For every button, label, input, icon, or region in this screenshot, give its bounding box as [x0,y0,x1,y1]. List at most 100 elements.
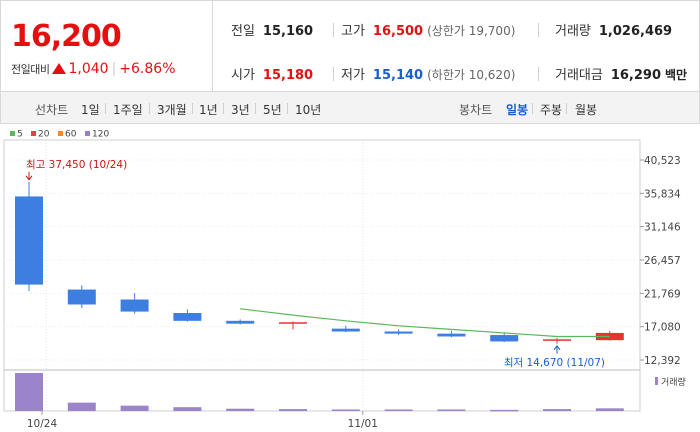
volume-bar [490,409,519,412]
trade-amount: 거래대금 16,290 백만 [555,64,687,83]
range-5y[interactable]: 5년 [263,103,282,117]
candle-chart-label: 봉차트 [459,103,493,117]
range-3y[interactable]: 3년 [231,103,250,117]
candle-body [15,196,43,285]
divider [333,67,334,81]
price-box: 16,200 전일대비 1,040 | +6.86% [0,0,212,92]
volume-bar [120,405,149,411]
legend-label: 20 [38,130,50,140]
y-tick-label: 31,146 [644,222,681,234]
chart-frame [3,139,641,412]
legend-swatch [58,131,63,136]
amount-value: 16,290 [610,68,662,83]
y-tick-label: 40,523 [644,155,681,167]
divider [149,103,150,114]
ma5-line [240,308,610,338]
change-label: 전일대비 [11,63,50,76]
divider [566,103,567,114]
divider [333,23,334,37]
divider [532,103,533,114]
volume-legend-swatch [655,377,658,385]
open-value: 15,180 [262,68,314,83]
volume-legend-label: 거래량 [661,376,686,388]
moving-average [240,308,610,338]
volume: 거래량 1,026,469 [555,20,672,39]
candle-weekly[interactable]: 주봉 [540,103,563,117]
candle-body [120,299,149,312]
legend-label: 60 [65,130,77,140]
candle-body [384,331,413,334]
low-value: 15,140 [372,68,424,83]
line-chart-label: 선차트 [35,103,69,117]
volume-bar [384,409,413,411]
prev-close: 전일 15,160 [231,20,313,39]
candle-daily[interactable]: 일봉 [506,103,529,117]
volume-bar [15,373,43,411]
divider [538,67,539,81]
min-annotation-arrowhead [553,344,561,351]
y-tick-label: 12,392 [644,355,681,367]
chart-grid [3,139,641,412]
change-value: 1,040 [68,61,109,77]
open-label: 시가 [231,68,255,83]
lower-limit: (하한가 10,620) [427,68,516,82]
chart-toolbar: 선차트 1일 1주일 3개월 1년 3년 5년 10년 봉차트 일봉 주봉 월봉 [0,92,700,124]
divider [538,23,539,37]
high-price: 고가 16,500 (상한가 19,700) [341,20,515,39]
divider [287,103,288,114]
divider [192,103,193,114]
amount-unit: 백만 [665,68,688,82]
x-tick-label: 11/01 [348,418,378,430]
range-1y[interactable]: 1년 [199,103,218,117]
change-separator: | [111,61,117,77]
current-price: 16,200 [11,19,122,54]
legend-label: 120 [92,130,109,140]
quote-info-grid: 전일 15,160 고가 16,500 (상한가 19,700) 거래량 1,026,4… [212,0,700,92]
divider [223,103,224,114]
candle-monthly[interactable]: 월봉 [575,103,598,117]
change-row: 전일대비 1,040 | +6.86% [11,61,176,77]
candle-body [67,289,96,305]
candle-body [173,313,202,321]
candle-body [490,335,519,342]
high-value: 16,500 [372,24,424,39]
candle-body [279,322,307,324]
prev-close-value: 15,160 [262,24,314,39]
volume-bar [226,408,255,411]
volume-bar [543,409,571,411]
y-axis: 40,523 35,834 31,146 26,457 21,769 17,080 12,3… [640,155,681,367]
prev-close-label: 전일 [231,24,255,39]
candle-body [226,320,255,324]
x-tick-label: 10/24 [27,418,58,430]
range-1w[interactable]: 1주일 [113,103,143,117]
y-tick-label: 35,834 [644,188,681,200]
y-tick-label: 17,080 [644,322,681,334]
candles [15,181,624,344]
y-tick-label: 26,457 [644,255,681,267]
range-1d[interactable]: 1일 [81,103,100,117]
ma-legend: 5 20 60 120 [10,130,109,140]
annotations: 최고 37,450 (10/24) 최저 14,670 (11/07) [25,159,605,369]
candle-body [543,339,571,341]
y-tick-label: 21,769 [644,288,681,300]
candle-body [437,333,466,337]
volume-bar [437,409,466,411]
volume-panel: 거래량 [15,373,686,412]
legend-swatch [85,131,90,136]
legend-label: 5 [17,130,23,140]
range-10y[interactable]: 10년 [295,103,322,117]
max-annotation-label: 최고 37,450 (10/24) [26,159,127,171]
min-annotation-label: 최저 14,670 (11/07) [504,357,605,369]
volume-bar [279,409,307,411]
volume-bar [331,409,360,411]
x-axis: 10/24 11/01 [27,411,378,430]
max-annotation-arrowhead [25,175,33,181]
volume-bar [595,408,624,411]
low-label: 저가 [341,68,365,83]
amount-label: 거래대금 [555,68,603,83]
upper-limit: (상한가 19,700) [427,24,516,38]
range-3m[interactable]: 3개월 [157,103,187,117]
open-price: 시가 15,180 [231,64,313,83]
legend-swatch [10,131,15,136]
